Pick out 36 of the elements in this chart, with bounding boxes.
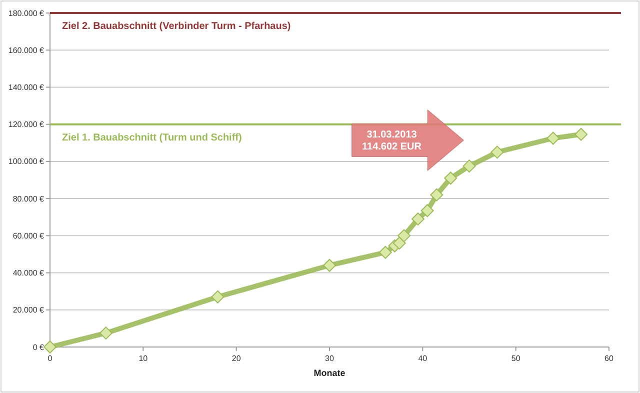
y-tick-label: 120.000 €: [8, 120, 45, 130]
y-tick-label: 100.000 €: [8, 157, 45, 166]
point: [323, 258, 336, 272]
point: [546, 132, 560, 145]
x-tick-label: 20: [232, 354, 242, 363]
point: [44, 340, 56, 354]
y-tick-label: 160.000 €: [8, 46, 45, 55]
point: [490, 146, 504, 159]
point: [398, 229, 411, 242]
y-tick-label: 140.000 €: [8, 83, 45, 92]
x-tick-label: 0: [48, 354, 53, 363]
ref-line-label: Ziel 2. Bauabschnitt (Verbinder Turm - Pfarhaus): [62, 21, 291, 32]
y-tick-label: 180.000 €: [8, 8, 45, 18]
x-tick-label: 40: [418, 354, 428, 363]
y-tick-label: 20.000 €: [12, 306, 45, 315]
y-tick-label: 80.000 €: [12, 194, 45, 204]
point: [392, 236, 406, 250]
point: [444, 172, 458, 185]
point: [430, 188, 444, 202]
y-tick-label: 40.000 €: [12, 268, 45, 278]
point: [378, 246, 392, 259]
y-tick-label: 60.000 €: [12, 231, 45, 240]
x-tick-label: 60: [604, 354, 614, 363]
point: [574, 128, 588, 141]
ref-line-label: Ziel 1. Bauabschnitt (Turm und Schiff): [62, 132, 242, 144]
point: [412, 212, 425, 226]
point: [211, 290, 224, 304]
y-tick-label: 0 €: [32, 342, 45, 352]
x-tick-label: 10: [138, 354, 148, 363]
point: [462, 160, 476, 173]
annotation: 31.03.2013 114.602 EUR: [362, 130, 422, 153]
x-tick-label: 30: [325, 354, 334, 363]
point: [99, 326, 112, 340]
x-tick-label: 50: [511, 354, 521, 363]
point: [420, 204, 434, 218]
x-axis-title: Monate: [314, 368, 346, 378]
